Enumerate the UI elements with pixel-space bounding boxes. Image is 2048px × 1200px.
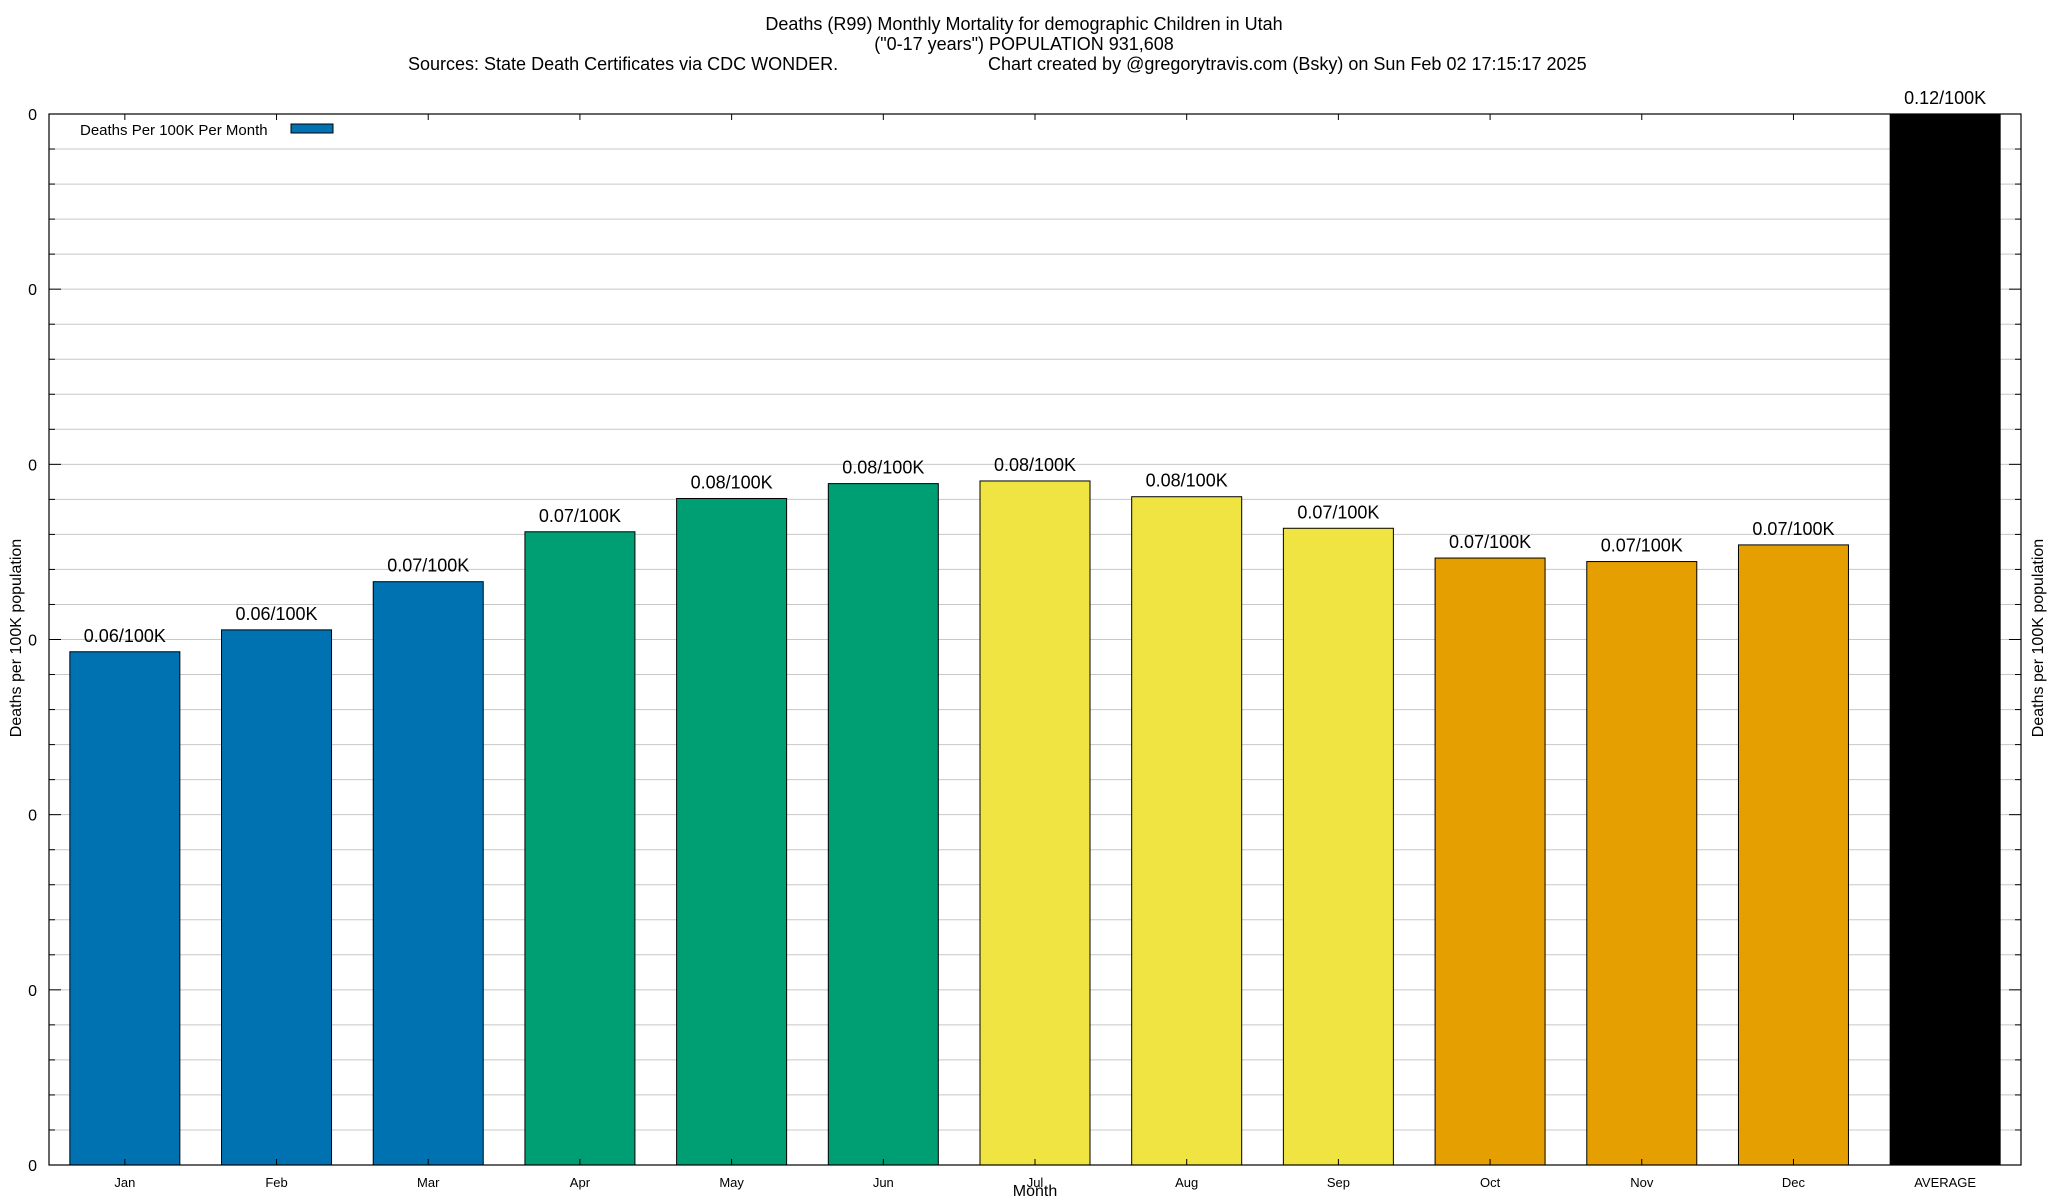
bar-feb	[221, 629, 333, 1166]
x-tick-label: Aug	[1175, 1175, 1198, 1190]
chart-credit: Chart created by @gregorytravis.com (Bsk…	[988, 54, 1587, 74]
y-tick-label: 0	[28, 457, 37, 474]
x-tick-label: Mar	[417, 1175, 440, 1190]
y-tick-label: 0	[28, 107, 37, 124]
x-tick-label: Jan	[114, 1175, 135, 1190]
bar-may	[676, 497, 788, 1166]
legend-label: Deaths Per 100K Per Month	[80, 122, 268, 139]
y-tick-label: 0	[28, 633, 37, 650]
bars	[69, 113, 2001, 1166]
x-tick-label: Oct	[1480, 1175, 1501, 1190]
plot-frame	[48, 113, 2022, 1166]
bar-average	[1889, 113, 2001, 1166]
bar-sep	[1282, 527, 1394, 1166]
y-axis-title: Deaths per 100K population	[8, 539, 25, 737]
data-label: 0.08/100K	[842, 458, 924, 478]
y-tick-label: 0	[28, 808, 37, 825]
data-label: 0.08/100K	[1146, 471, 1228, 491]
data-label: 0.07/100K	[387, 556, 469, 576]
y-tick-label: 0	[28, 282, 37, 299]
x-tick-label: AVERAGE	[1914, 1175, 1976, 1190]
data-label: 0.07/100K	[1752, 519, 1834, 539]
bar-nov	[1586, 561, 1698, 1166]
y2-axis-title: Deaths per 100K population	[2030, 539, 2047, 737]
x-tick-label: May	[719, 1175, 744, 1190]
data-label: 0.08/100K	[994, 455, 1076, 475]
chart-sources: Sources: State Death Certificates via CD…	[408, 54, 839, 74]
bar-apr	[524, 531, 636, 1166]
bar-jun	[827, 483, 939, 1166]
bar-dec	[1737, 544, 1849, 1166]
x-tick-label: Feb	[265, 1175, 287, 1190]
bar-jul	[979, 480, 1091, 1166]
x-tick-label: Apr	[570, 1175, 591, 1190]
chart-subtitle-population: ("0-17 years") POPULATION 931,608	[874, 34, 1174, 54]
bar-aug	[1131, 496, 1243, 1166]
data-label: 0.07/100K	[1449, 532, 1531, 552]
legend-swatch	[290, 123, 334, 134]
data-label: 0.07/100K	[1601, 536, 1683, 556]
x-tick-label: Dec	[1782, 1175, 1806, 1190]
x-axis-title: Month	[1013, 1183, 1057, 1200]
data-label: 0.12/100K	[1904, 88, 1986, 108]
y-tick-label: 0	[28, 1158, 37, 1175]
x-tick-label: Jul	[1027, 1175, 1044, 1190]
data-label: 0.06/100K	[235, 604, 317, 624]
bar-oct	[1434, 557, 1546, 1166]
axes: 0 0 0 0 0 0 0 Jan Feb Mar Apr May Jun Jul Aug Sep Oct Nov…	[8, 107, 2047, 1200]
bar-jan	[69, 651, 181, 1166]
x-tick-label: Jun	[873, 1175, 894, 1190]
data-labels: 0.06/100K 0.06/100K 0.07/100K 0.07/100K 0.08…	[84, 88, 1986, 646]
y-tick-label: 0	[28, 983, 37, 1000]
chart-title: Deaths (R99) Monthly Mortality for demog…	[765, 14, 1283, 34]
x-tick-label: Sep	[1327, 1175, 1350, 1190]
data-label: 0.06/100K	[84, 626, 166, 646]
data-label: 0.07/100K	[539, 506, 621, 526]
bar-mar	[372, 581, 484, 1166]
x-tick-label: Nov	[1630, 1175, 1654, 1190]
data-label: 0.07/100K	[1297, 502, 1379, 522]
data-label: 0.08/100K	[691, 472, 773, 492]
